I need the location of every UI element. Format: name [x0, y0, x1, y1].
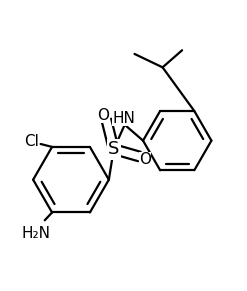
Text: O: O: [139, 152, 151, 167]
Text: Cl: Cl: [24, 134, 39, 149]
Text: O: O: [97, 108, 109, 123]
Text: HN: HN: [112, 111, 135, 126]
Text: H₂N: H₂N: [22, 226, 51, 241]
Text: S: S: [108, 140, 119, 158]
